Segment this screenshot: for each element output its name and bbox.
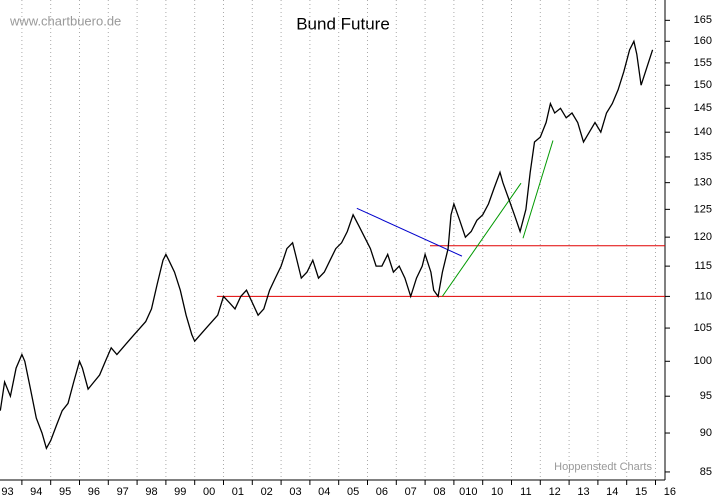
- y-tick-label: 145: [694, 102, 712, 114]
- y-tick-label: 140: [694, 126, 712, 138]
- x-tick-label: 07: [405, 486, 417, 498]
- y-tick-label: 120: [694, 231, 712, 243]
- x-tick-label: 04: [318, 486, 330, 498]
- x-tick-label: 12: [549, 486, 561, 498]
- x-tick-label: 99: [174, 486, 186, 498]
- y-tick-label: 90: [700, 427, 712, 439]
- y-tick-label: 165: [694, 14, 712, 26]
- chart-title: Bund Future: [296, 14, 390, 33]
- x-tick-label: 16: [664, 486, 676, 498]
- y-tick-label: 95: [700, 390, 712, 402]
- x-tick-label: 98: [145, 486, 157, 498]
- x-tick-label: 05: [347, 486, 359, 498]
- x-tick-label: 94: [30, 486, 42, 498]
- y-tick-label: 85: [700, 466, 712, 478]
- y-tick-label: 130: [694, 177, 712, 189]
- x-tick-label: 93: [1, 486, 13, 498]
- x-tick-label: 06: [376, 486, 388, 498]
- x-tick-label: 10: [491, 486, 503, 498]
- x-tick-label: 010: [459, 486, 477, 498]
- y-tick-label: 150: [694, 79, 712, 91]
- trendline: [522, 140, 554, 239]
- y-tick-label: 155: [694, 57, 712, 69]
- x-tick-label: 02: [261, 486, 273, 498]
- x-tick-label: 01: [232, 486, 244, 498]
- source: www.chartbuero.de: [9, 13, 121, 28]
- y-tick-label: 110: [694, 290, 712, 302]
- y-tick-label: 160: [694, 35, 712, 47]
- credit: Hoppenstedt Charts: [554, 461, 652, 473]
- x-tick-label: 00: [203, 486, 215, 498]
- x-tick-label: 13: [577, 486, 589, 498]
- y-tick-label: 105: [694, 322, 712, 334]
- y-tick-label: 125: [694, 203, 712, 215]
- x-tick-label: 03: [289, 486, 301, 498]
- price-line: [0, 39, 654, 450]
- y-tick-label: 100: [694, 355, 712, 367]
- x-tick-label: 95: [59, 486, 71, 498]
- y-tick-label: 135: [694, 151, 712, 163]
- trendline: [356, 207, 463, 257]
- x-tick-label: 11: [520, 486, 531, 498]
- x-tick-label: 14: [606, 486, 618, 498]
- y-tick-label: 115: [694, 260, 712, 272]
- x-tick-label: 97: [117, 486, 129, 498]
- x-tick-label: 96: [88, 486, 100, 498]
- trendline: [441, 182, 522, 297]
- x-tick-label: 08: [433, 486, 445, 498]
- x-tick-label: 15: [635, 486, 647, 498]
